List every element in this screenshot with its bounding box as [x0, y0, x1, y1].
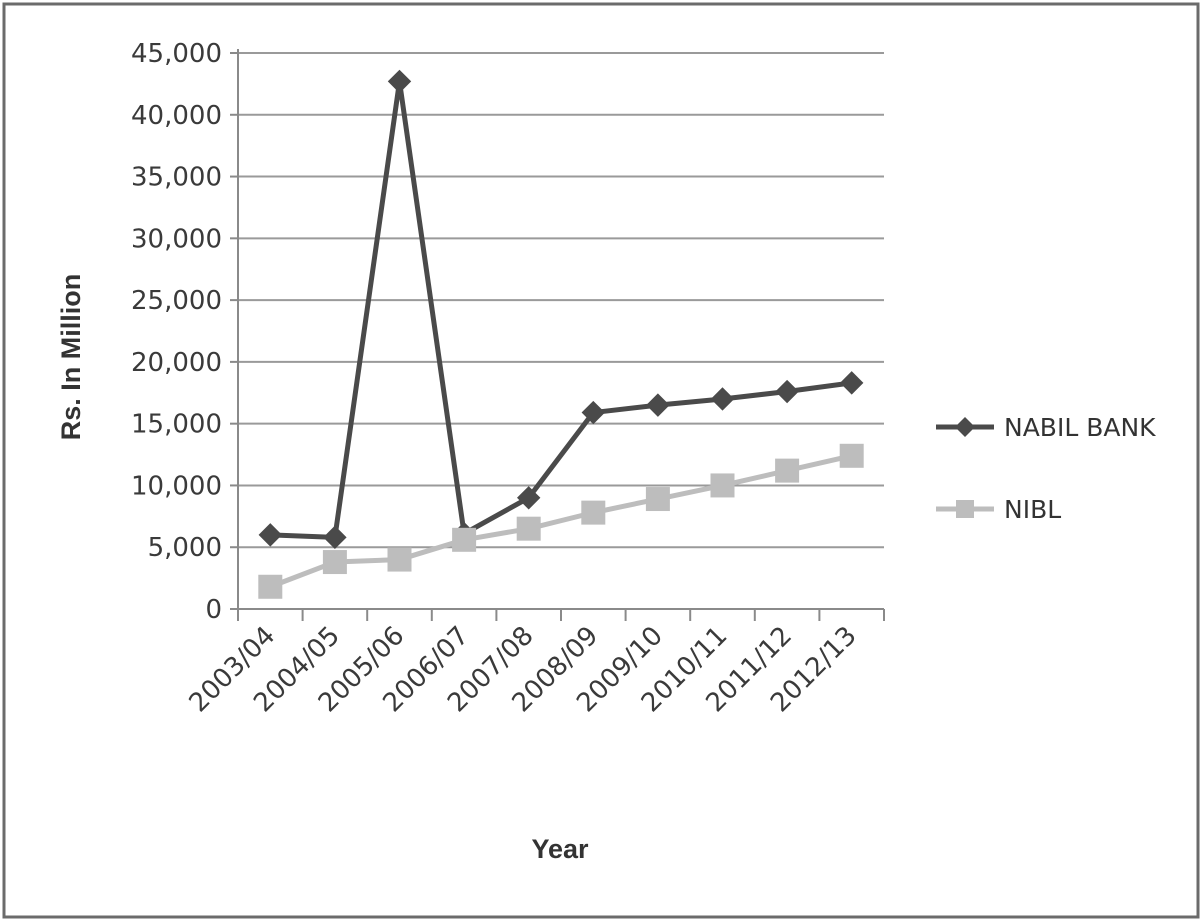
data-point-nibl-2005-06 [387, 547, 412, 572]
y-tick-label: 0 [205, 595, 222, 625]
data-point-nibl-2010-11 [710, 473, 735, 498]
data-point-nibl-2012-13 [839, 443, 864, 468]
data-point-nibl-2008-09 [581, 500, 606, 525]
legend-label-nibl: NIBL [1004, 495, 1061, 524]
y-tick-labels: 0 5,000 10,000 15,000 20,000 25,000 30,000 35,0… [131, 39, 222, 625]
legend-item-nibl: NIBL [936, 495, 1061, 524]
data-point-nibl-2011-12 [775, 458, 800, 483]
data-point-nabil-bank-2004-05 [323, 525, 347, 550]
axes [230, 49, 885, 621]
data-point-nabil-bank-2010-11 [710, 387, 735, 411]
data-point-nabil-bank-2009-10 [646, 393, 670, 417]
data-point-nibl-2006-07 [452, 527, 477, 552]
legend-marker-nibl [956, 500, 974, 518]
series-line-nibl [269, 453, 853, 590]
y-tick-label: 20,000 [131, 348, 222, 378]
y-tick-label: 35,000 [131, 163, 222, 193]
legend: NABIL BANK NIBL [936, 413, 1156, 524]
data-point-nabil-bank-2012-13 [839, 371, 864, 395]
y-tick-label: 30,000 [131, 224, 222, 254]
legend-item-nabil-bank: NABIL BANK [936, 413, 1156, 442]
data-point-nabil-bank-2011-12 [775, 379, 799, 404]
series [258, 69, 864, 599]
grid-lines [238, 52, 884, 549]
legend-label-nabil-bank: NABIL BANK [1004, 413, 1156, 442]
data-point-nibl-2007-08 [516, 516, 541, 541]
y-axis-title: Rs. In Million [56, 274, 86, 441]
data-point-nabil-bank-2005-06 [387, 69, 412, 94]
data-point-nibl-2003-04 [258, 574, 283, 599]
y-tick-label: 45,000 [131, 39, 222, 69]
data-point-nibl-2004-05 [322, 550, 347, 575]
y-tick-label: 25,000 [131, 286, 222, 316]
y-tick-label: 5,000 [148, 533, 222, 563]
data-point-nabil-bank-2003-04 [258, 523, 283, 547]
data-point-nabil-bank-2007-08 [516, 486, 541, 510]
data-point-nibl-2009-10 [645, 487, 670, 512]
data-point-nabil-bank-2008-09 [581, 400, 606, 425]
y-tick-label: 15,000 [131, 410, 222, 440]
legend-marker-nabil-bank [955, 417, 975, 437]
y-tick-label: 10,000 [131, 471, 222, 501]
y-tick-label: 40,000 [131, 101, 222, 131]
x-axis-title: Year [531, 834, 589, 864]
series-line-nabil-bank [270, 78, 853, 540]
